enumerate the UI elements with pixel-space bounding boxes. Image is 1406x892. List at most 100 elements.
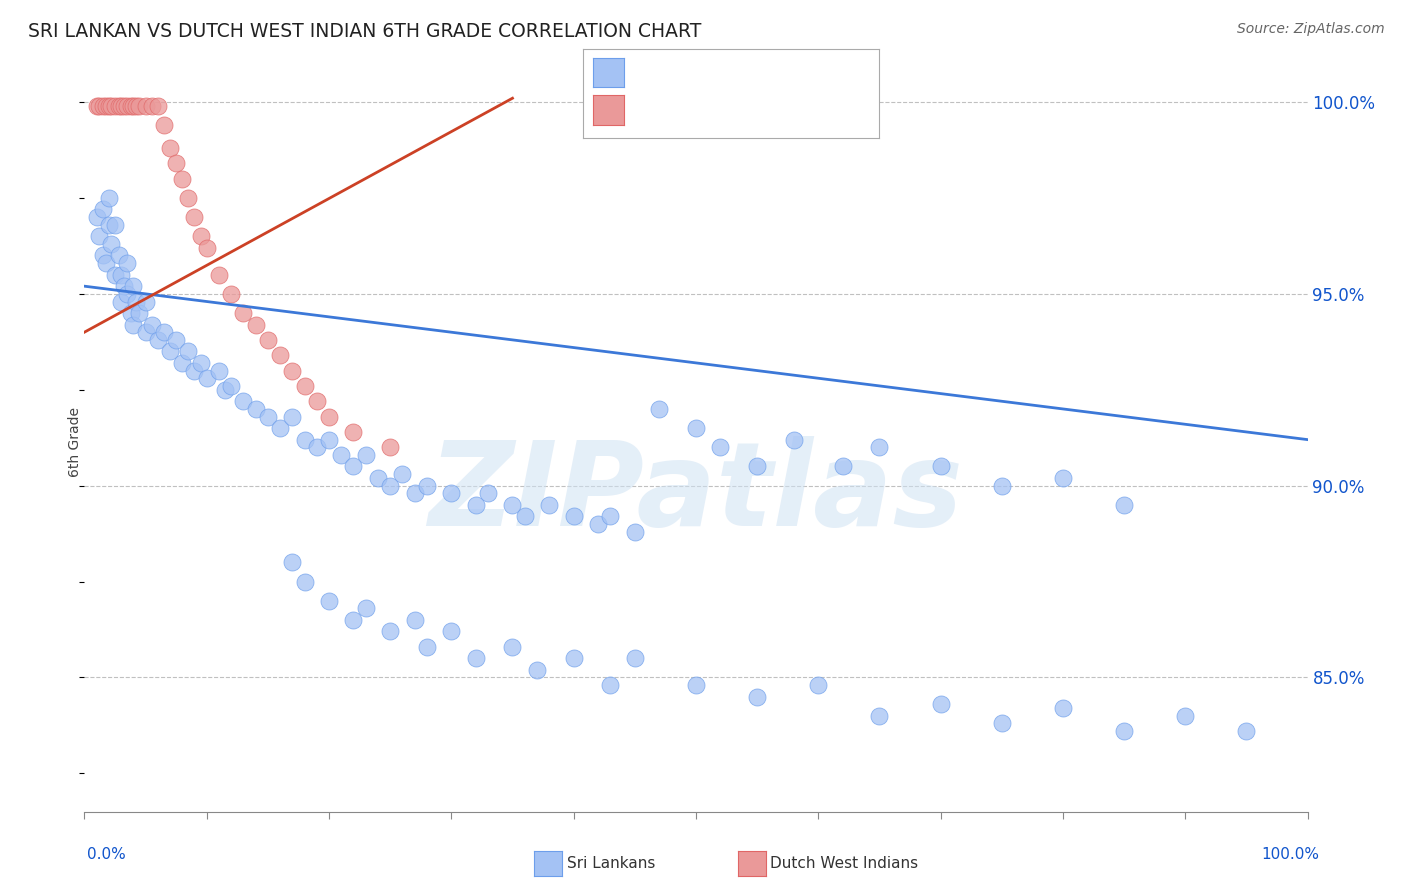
Point	[110, 99, 132, 113]
Point	[91, 248, 114, 262]
Point	[112, 99, 135, 113]
Point	[190, 356, 212, 370]
Point	[91, 202, 114, 217]
Point	[125, 294, 148, 309]
Point	[177, 191, 200, 205]
Point	[294, 379, 316, 393]
Point	[709, 440, 731, 454]
Point	[526, 663, 548, 677]
Point	[153, 118, 176, 132]
Text: Dutch West Indians: Dutch West Indians	[770, 856, 918, 871]
Point	[599, 509, 621, 524]
Point	[245, 318, 267, 332]
Point	[112, 279, 135, 293]
Text: 100.0%: 100.0%	[1261, 847, 1319, 862]
Point	[869, 440, 891, 454]
Point	[869, 708, 891, 723]
Point	[107, 99, 129, 113]
Point	[87, 229, 110, 244]
Point	[354, 601, 377, 615]
Point	[354, 448, 377, 462]
Point	[208, 363, 231, 377]
Y-axis label: 6th Grade: 6th Grade	[69, 407, 83, 476]
Point	[1174, 708, 1197, 723]
Point	[269, 421, 291, 435]
Point	[183, 363, 205, 377]
Point	[1052, 471, 1074, 485]
Point	[685, 678, 707, 692]
Point	[747, 459, 769, 474]
Point	[391, 467, 413, 482]
Point	[416, 640, 439, 654]
Point	[141, 318, 163, 332]
Text: Sri Lankans: Sri Lankans	[567, 856, 655, 871]
Text: ZIPatlas: ZIPatlas	[429, 436, 963, 551]
Point	[128, 306, 150, 320]
Point	[269, 348, 291, 362]
Point	[513, 509, 536, 524]
Point	[440, 624, 463, 639]
Point	[135, 325, 157, 339]
Point	[747, 690, 769, 704]
Point	[159, 344, 181, 359]
Point	[685, 421, 707, 435]
Point	[100, 99, 122, 113]
Point	[96, 99, 118, 113]
Point	[257, 333, 280, 347]
Point	[342, 425, 364, 439]
Point	[115, 99, 138, 113]
Point	[104, 268, 127, 282]
Point	[1114, 498, 1136, 512]
Point	[783, 433, 806, 447]
Point	[97, 191, 120, 205]
Point	[219, 379, 242, 393]
Point	[807, 678, 830, 692]
Text: Source: ZipAtlas.com: Source: ZipAtlas.com	[1237, 22, 1385, 37]
Point	[502, 640, 524, 654]
Point	[135, 294, 157, 309]
Point	[100, 237, 122, 252]
Point	[991, 716, 1014, 731]
Point	[87, 99, 110, 113]
Point	[648, 401, 671, 416]
Point	[120, 99, 142, 113]
Point	[195, 241, 218, 255]
Point	[464, 498, 486, 512]
Point	[91, 99, 114, 113]
Point	[477, 486, 499, 500]
Point	[153, 325, 176, 339]
Point	[929, 698, 952, 712]
Point	[624, 651, 647, 665]
Point	[104, 218, 127, 232]
Point	[208, 268, 231, 282]
Point	[96, 256, 118, 270]
Point	[281, 409, 304, 424]
Point	[135, 99, 157, 113]
Point	[330, 448, 353, 462]
Point	[122, 279, 145, 293]
Point	[380, 624, 402, 639]
Point	[172, 171, 194, 186]
Point	[257, 409, 280, 424]
Point	[1236, 724, 1258, 739]
Point	[172, 356, 194, 370]
Text: SRI LANKAN VS DUTCH WEST INDIAN 6TH GRADE CORRELATION CHART: SRI LANKAN VS DUTCH WEST INDIAN 6TH GRAD…	[28, 22, 702, 41]
Point	[107, 248, 129, 262]
Point	[562, 651, 585, 665]
Point	[342, 613, 364, 627]
Point	[831, 459, 853, 474]
Point	[195, 371, 218, 385]
Point	[404, 613, 426, 627]
Point	[104, 99, 127, 113]
Point	[1052, 701, 1074, 715]
Point	[245, 401, 267, 416]
Point	[294, 574, 316, 589]
Point	[125, 99, 148, 113]
Point	[122, 99, 145, 113]
Point	[991, 478, 1014, 492]
Point	[128, 99, 150, 113]
Point	[281, 363, 304, 377]
Point	[110, 294, 132, 309]
Point	[318, 433, 340, 447]
Text: R = -0.106   N = 72: R = -0.106 N = 72	[634, 64, 806, 82]
